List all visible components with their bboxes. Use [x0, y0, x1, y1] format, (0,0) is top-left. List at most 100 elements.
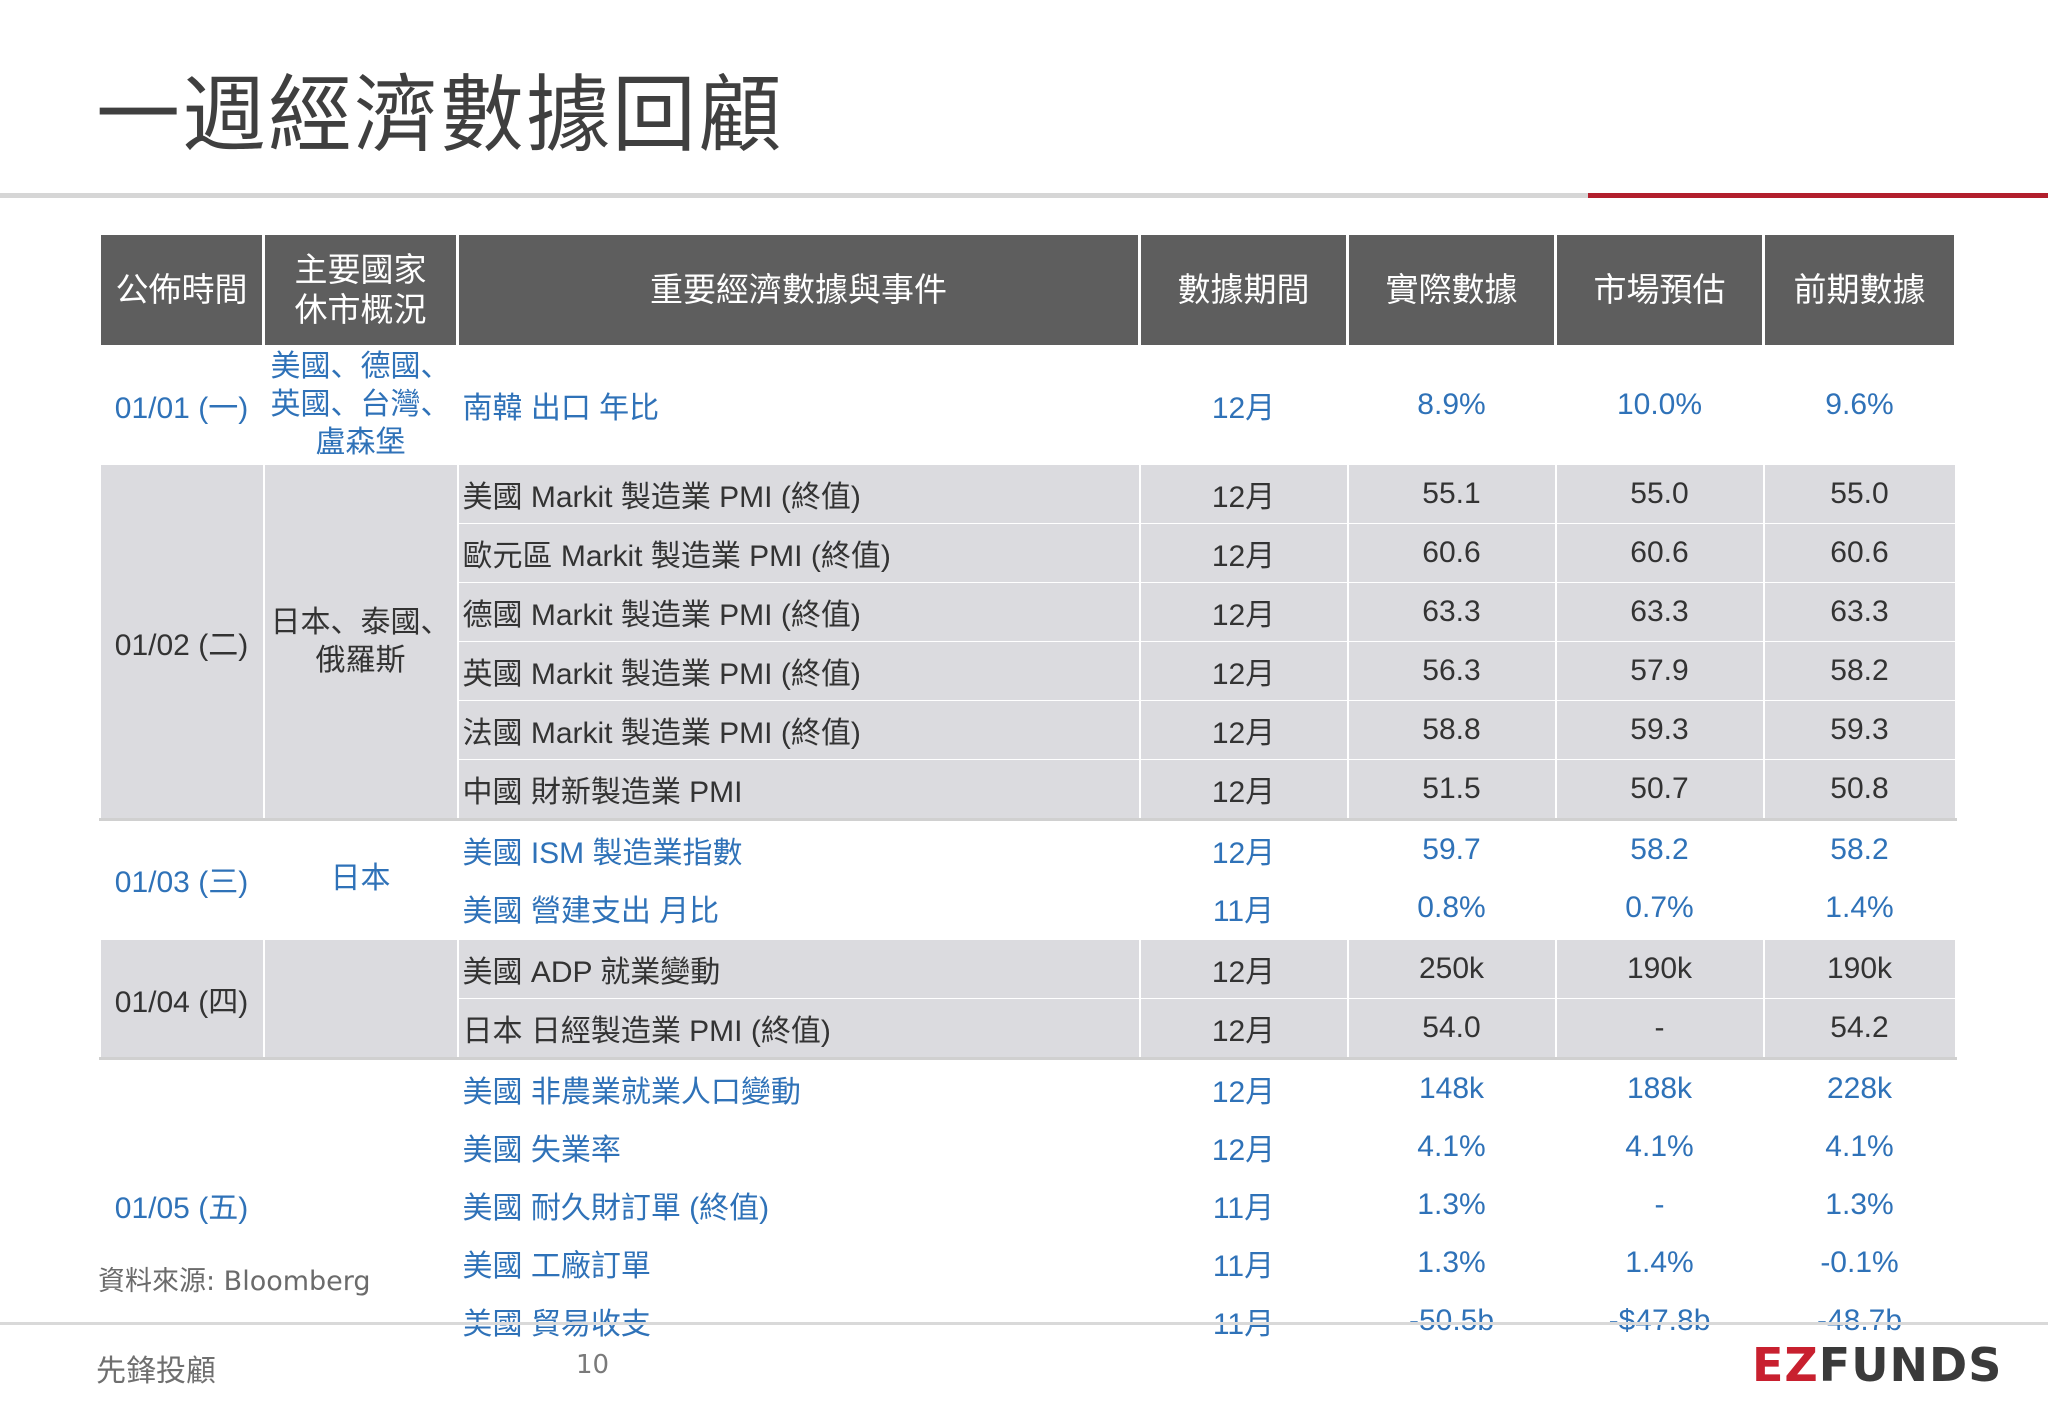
event-name: 美國 失業率 [456, 1118, 1141, 1176]
event-name: 日本 日經製造業 PMI (終值) [456, 998, 1141, 1059]
forecast-value: -$47.8b [1554, 1292, 1765, 1350]
event-name: 中國 財新製造業 PMI [456, 759, 1141, 820]
economic-data-table: 公佈時間 主要國家 休市概況 重要經濟數據與事件 數據期間 實際數據 市場預估 前… [98, 232, 1957, 1350]
forecast-value: 57.9 [1554, 641, 1765, 701]
event-name: 美國 Markit 製造業 PMI (終值) [456, 462, 1141, 524]
table-row: 德國 Markit 製造業 PMI (終值) 12月 63.3 63.3 63.… [100, 582, 1957, 642]
previous-value: -48.7b [1762, 1292, 1957, 1350]
actual-value: 1.3% [1346, 1234, 1557, 1292]
previous-value: 58.2 [1762, 818, 1957, 879]
data-period: 12月 [1138, 582, 1349, 642]
actual-value: 1.3% [1346, 1176, 1557, 1234]
previous-value: 9.6% [1762, 346, 1957, 464]
holiday-countries: 日本、泰國、 俄羅斯 [262, 462, 459, 820]
event-name: 南韓 出口 年比 [456, 346, 1141, 464]
data-period: 12月 [1138, 998, 1349, 1059]
event-name: 英國 Markit 製造業 PMI (終值) [456, 641, 1141, 701]
forecast-value: 190k [1554, 937, 1765, 999]
header-previous: 前期數據 [1762, 232, 1957, 348]
data-period: 11月 [1138, 1292, 1349, 1350]
previous-value: 58.2 [1762, 641, 1957, 701]
page-number: 10 [576, 1350, 610, 1380]
actual-value: 148k [1346, 1057, 1557, 1118]
data-period: 11月 [1138, 1176, 1349, 1234]
table-row: 美國 耐久財訂單 (終值) 11月 1.3% - 1.3% [100, 1176, 1957, 1234]
event-name: 美國 耐久財訂單 (終值) [456, 1176, 1141, 1234]
forecast-value: 4.1% [1554, 1118, 1765, 1176]
previous-value: 59.3 [1762, 700, 1957, 760]
event-name: 美國 貿易收支 [456, 1292, 1141, 1350]
footer-divider [0, 1322, 2048, 1325]
data-period: 12月 [1138, 641, 1349, 701]
table-row: 01/01 (一) 美國、德國、 英國、台灣、 盧森堡 南韓 出口 年比 12月 8… [98, 346, 1957, 464]
event-name: 德國 Markit 製造業 PMI (終值) [456, 582, 1141, 642]
table-row: 日本 日經製造業 PMI (終值) 12月 54.0 - 54.2 [100, 998, 1957, 1059]
table-row: 美國 營建支出 月比 11月 0.8% 0.7% 1.4% [100, 879, 1957, 939]
data-period: 12月 [1138, 818, 1349, 879]
table-row: 美國 貿易收支 11月 -50.5b -$47.8b -48.7b [100, 1292, 1957, 1350]
table-row: 01/03 (三) 日本 美國 ISM 製造業指數 12月 59.7 58.2 … [98, 818, 1957, 939]
table-row: 中國 財新製造業 PMI 12月 51.5 50.7 50.8 [100, 759, 1957, 820]
forecast-value: 50.7 [1554, 759, 1765, 820]
event-name: 美國 工廠訂單 [456, 1234, 1141, 1292]
previous-value: 60.6 [1762, 523, 1957, 583]
forecast-value: - [1554, 1176, 1765, 1234]
event-name: 歐元區 Markit 製造業 PMI (終值) [456, 523, 1141, 583]
actual-value: 0.8% [1346, 879, 1557, 939]
table-row: 01/05 (五) 美國 非農業就業人口變動 12月 148k 188k 228… [98, 1057, 1957, 1350]
actual-value: 51.5 [1346, 759, 1557, 820]
release-date: 01/03 (三) [98, 818, 265, 939]
previous-value: 54.2 [1762, 998, 1957, 1059]
table-row: 美國 工廠訂單 11月 1.3% 1.4% -0.1% [100, 1234, 1957, 1292]
forecast-value: - [1554, 998, 1765, 1059]
forecast-value: 55.0 [1554, 462, 1765, 524]
table-row: 英國 Markit 製造業 PMI (終值) 12月 56.3 57.9 58.… [100, 641, 1957, 701]
previous-value: 1.3% [1762, 1176, 1957, 1234]
previous-value: -0.1% [1762, 1234, 1957, 1292]
ezfunds-logo: EZFUNDS [1752, 1338, 2003, 1392]
event-name: 法國 Markit 製造業 PMI (終值) [456, 700, 1141, 760]
actual-value: 60.6 [1346, 523, 1557, 583]
previous-value: 50.8 [1762, 759, 1957, 820]
forecast-value: 0.7% [1554, 879, 1765, 939]
event-name: 美國 非農業就業人口變動 [456, 1057, 1141, 1118]
table-row: 01/04 (四) 美國 ADP 就業變動 12月 250k 190k 190k [98, 937, 1957, 1059]
data-period: 11月 [1138, 1234, 1349, 1292]
data-period: 12月 [1138, 1057, 1349, 1118]
data-period: 12月 [1138, 462, 1349, 524]
previous-value: 63.3 [1762, 582, 1957, 642]
previous-value: 190k [1762, 937, 1957, 999]
actual-value: 250k [1346, 937, 1557, 999]
data-period: 12月 [1138, 1118, 1349, 1176]
release-date: 01/01 (一) [98, 346, 265, 464]
table-row: 01/02 (二) 日本、泰國、 俄羅斯 美國 Markit 製造業 PMI (終… [98, 462, 1957, 820]
event-name: 美國 營建支出 月比 [456, 879, 1141, 939]
holiday-countries: 美國、德國、 英國、台灣、 盧森堡 [262, 346, 459, 464]
page-title: 一週經濟數據回顧 [96, 66, 785, 164]
event-name: 美國 ADP 就業變動 [456, 937, 1141, 999]
forecast-value: 59.3 [1554, 700, 1765, 760]
previous-value: 228k [1762, 1057, 1957, 1118]
actual-value: 54.0 [1346, 998, 1557, 1059]
table-header-row: 公佈時間 主要國家 休市概況 重要經濟數據與事件 數據期間 實際數據 市場預估 前… [98, 232, 1957, 348]
forecast-value: 1.4% [1554, 1234, 1765, 1292]
data-period: 12月 [1138, 346, 1349, 464]
header-period: 數據期間 [1138, 232, 1349, 348]
previous-value: 4.1% [1762, 1118, 1957, 1176]
data-source-note: 資料來源: Bloomberg [98, 1262, 454, 1308]
forecast-value: 188k [1554, 1057, 1765, 1118]
data-period: 12月 [1138, 759, 1349, 820]
holiday-countries [262, 937, 459, 1059]
actual-value: 63.3 [1346, 582, 1557, 642]
data-period: 12月 [1138, 937, 1349, 999]
forecast-value: 58.2 [1554, 818, 1765, 879]
title-divider-accent [1588, 193, 2048, 198]
header-release-time: 公佈時間 [98, 232, 265, 348]
actual-value: 55.1 [1346, 462, 1557, 524]
actual-value: 59.7 [1346, 818, 1557, 879]
header-forecast: 市場預估 [1554, 232, 1765, 348]
release-date: 01/02 (二) [98, 462, 265, 820]
actual-value: -50.5b [1346, 1292, 1557, 1350]
event-name: 美國 ISM 製造業指數 [456, 818, 1141, 879]
holiday-countries: 日本 [262, 818, 459, 939]
